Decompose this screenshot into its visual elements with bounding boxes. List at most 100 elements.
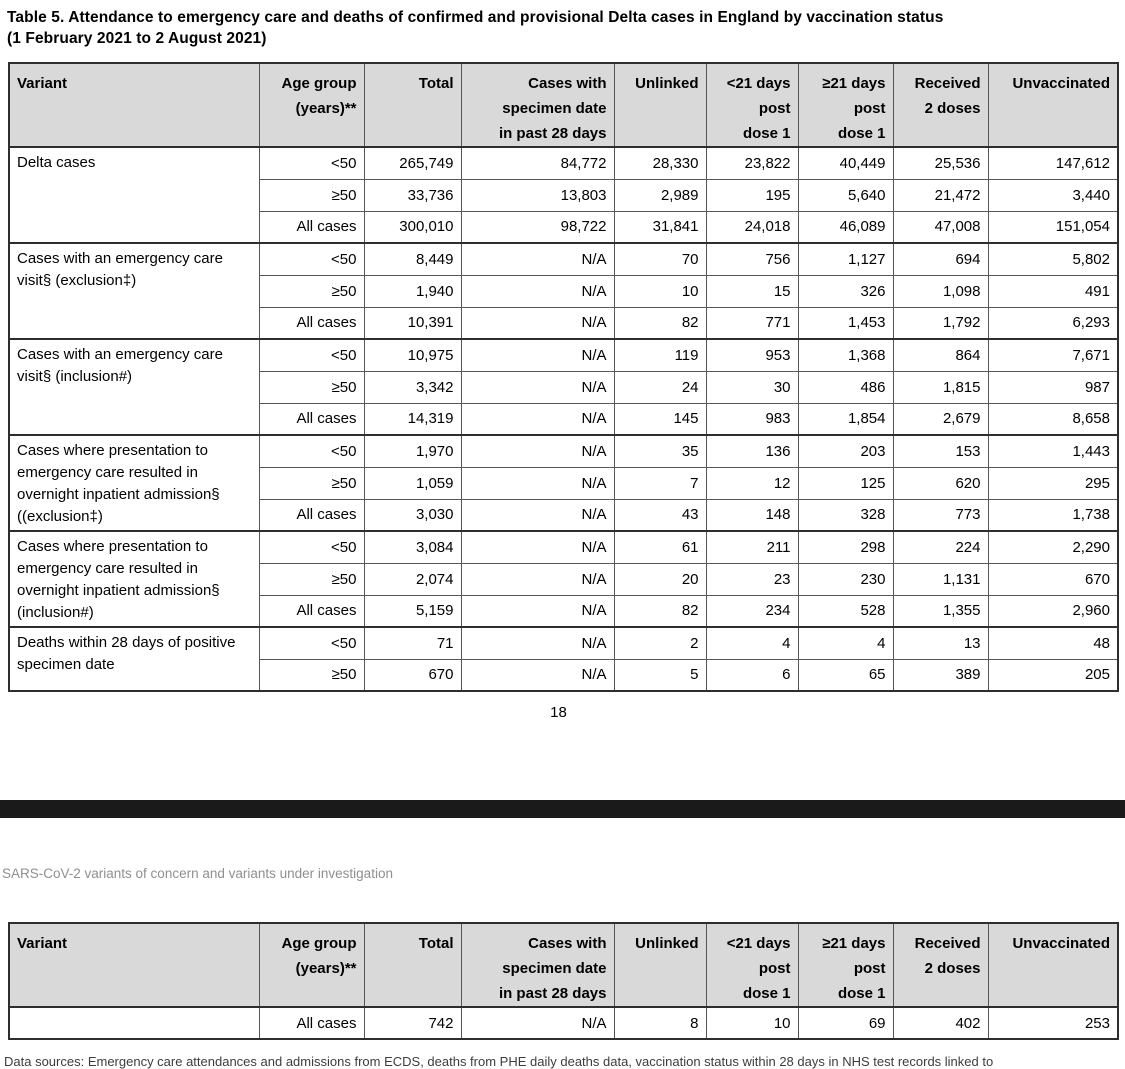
age-group-cell: <50 (258, 146, 365, 180)
column-header-3: Cases with specimen date in past 28 days (460, 922, 615, 1008)
value-cell: 15 (705, 274, 799, 308)
table-row: All cases 3,030 N/A 43 148 328 773 1,738 (9, 498, 1119, 532)
value-cell: 23 (705, 562, 799, 596)
table-row: Deaths within 28 days of positive specim… (8, 626, 1119, 692)
column-header-5: <21 days post dose 1 (705, 62, 799, 148)
value-cell: 31,841 (613, 210, 707, 244)
value-cell: 13 (892, 626, 989, 660)
next-page-table-body: All cases 742 N/A 8 10 69 402 253 (8, 1006, 1119, 1040)
value-cell: N/A (460, 338, 615, 372)
value-cell: 670 (363, 658, 462, 692)
table-row: ≥50 1,940 N/A 10 15 326 1,098 491 (9, 274, 1119, 308)
running-header-caption: SARS-CoV-2 variants of concern and varia… (2, 866, 393, 881)
value-cell: 670 (987, 562, 1119, 596)
value-cell: 1,940 (363, 274, 462, 308)
value-cell: N/A (460, 498, 615, 532)
value-cell: 620 (892, 466, 989, 500)
value-cell: 10,975 (363, 338, 462, 372)
delta-cases-table-body: Delta cases <50 265,749 84,772 28,330 23,822 4… (8, 146, 1119, 692)
value-cell: N/A (460, 466, 615, 500)
value-cell: N/A (460, 306, 615, 340)
age-group-cell: All cases (258, 498, 365, 532)
value-cell: 756 (705, 242, 799, 276)
column-header-8: Unvaccinated (987, 922, 1119, 1008)
value-cell: 1,098 (892, 274, 989, 308)
value-cell: 6 (705, 658, 799, 692)
column-header-7: Received 2 doses (892, 62, 989, 148)
value-cell: 295 (987, 466, 1119, 500)
table-row: Delta cases <50 265,749 84,772 28,330 23,822 4… (8, 146, 1119, 244)
value-cell: 30 (705, 370, 799, 404)
value-cell: 528 (797, 594, 894, 628)
value-cell: 151,054 (987, 210, 1119, 244)
value-cell: 5 (613, 658, 707, 692)
value-cell: 119 (613, 338, 707, 372)
column-header-5: <21 days post dose 1 (705, 922, 799, 1008)
value-cell: N/A (460, 626, 615, 660)
delta-cases-table: Variant Age group (years)** Total Cases wit… (8, 62, 1119, 692)
value-cell: 24,018 (705, 210, 799, 244)
age-group-cell: <50 (258, 242, 365, 276)
value-cell: 10,391 (363, 306, 462, 340)
value-cell: 742 (363, 1006, 462, 1040)
value-cell: 84,772 (460, 146, 615, 180)
value-cell: 195 (705, 178, 799, 212)
value-cell: 65 (797, 658, 894, 692)
variant-label-cell: Cases with an emergency care visit§ (inc… (8, 338, 260, 436)
age-group-cell: ≥50 (258, 370, 365, 404)
value-cell: 1,355 (892, 594, 989, 628)
page-divider-bar (0, 800, 1125, 818)
value-cell: N/A (460, 402, 615, 436)
value-cell: 21,472 (892, 178, 989, 212)
value-cell: 20 (613, 562, 707, 596)
value-cell: 10 (613, 274, 707, 308)
age-group-cell: <50 (258, 338, 365, 372)
value-cell: 230 (797, 562, 894, 596)
value-cell: 43 (613, 498, 707, 532)
value-cell: 402 (892, 1006, 989, 1040)
value-cell: 3,440 (987, 178, 1119, 212)
variant-label-cell: Cases where presentation to emergency ca… (8, 530, 260, 628)
age-group-cell: All cases (258, 402, 365, 436)
table-row: All cases 5,159 N/A 82 234 528 1,355 2,960 (9, 594, 1119, 628)
table-row: ≥50 3,342 N/A 24 30 486 1,815 987 (9, 370, 1119, 404)
column-header-4: Unlinked (613, 62, 707, 148)
column-header-8: Unvaccinated (987, 62, 1119, 148)
value-cell: 2,290 (987, 530, 1119, 564)
value-cell: 1,815 (892, 370, 989, 404)
column-header-0: Variant (8, 922, 260, 1008)
value-cell: 145 (613, 402, 707, 436)
value-cell: 224 (892, 530, 989, 564)
next-page-table: Variant Age group (years)** Total Cases wit… (8, 922, 1119, 1040)
value-cell: 40,449 (797, 146, 894, 180)
table-row: Cases where presentation to emergency ca… (8, 530, 1119, 628)
value-cell: 147,612 (987, 146, 1119, 180)
variant-label-cell: Delta cases (8, 146, 260, 244)
value-cell: 8,658 (987, 402, 1119, 436)
value-cell: 1,131 (892, 562, 989, 596)
value-cell: N/A (460, 530, 615, 564)
value-cell: N/A (460, 562, 615, 596)
variant-label-cell (8, 1006, 260, 1040)
value-cell: 153 (892, 434, 989, 468)
value-cell: 24 (613, 370, 707, 404)
column-header-6: ≥21 days post dose 1 (797, 62, 894, 148)
value-cell: 1,738 (987, 498, 1119, 532)
table-row: ≥50 2,074 N/A 20 23 230 1,131 670 (9, 562, 1119, 596)
table-5-title-line-2: (1 February 2021 to 2 August 2021) (7, 30, 267, 47)
value-cell: 486 (797, 370, 894, 404)
value-cell: 8 (613, 1006, 707, 1040)
value-cell: 14,319 (363, 402, 462, 436)
column-header-4: Unlinked (613, 922, 707, 1008)
page-number: 18 (550, 704, 567, 721)
value-cell: 70 (613, 242, 707, 276)
age-group-cell: ≥50 (258, 466, 365, 500)
value-cell: 1,854 (797, 402, 894, 436)
table-row: ≥50 33,736 13,803 2,989 195 5,640 21,472 3,440 (9, 178, 1119, 212)
value-cell: N/A (460, 274, 615, 308)
value-cell: 3,084 (363, 530, 462, 564)
column-header-3: Cases with specimen date in past 28 days (460, 62, 615, 148)
variant-label-cell: Cases with an emergency care visit§ (exc… (8, 242, 260, 340)
column-header-6: ≥21 days post dose 1 (797, 922, 894, 1008)
value-cell: 864 (892, 338, 989, 372)
